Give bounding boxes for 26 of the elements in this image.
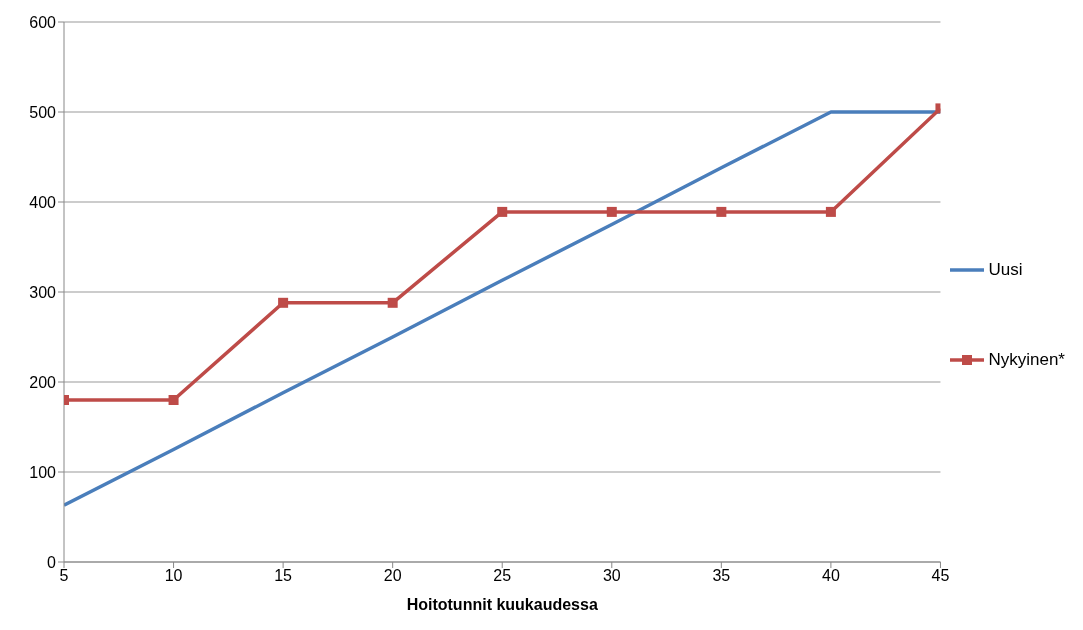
point — [497, 206, 508, 217]
x-tick-label: 20 — [383, 567, 402, 585]
x-tick-label: 40 — [822, 567, 840, 585]
point — [825, 206, 836, 217]
x-tick-label: 30 — [602, 567, 621, 585]
x-tick-label: 45 — [931, 567, 950, 585]
x-tick-label: 10 — [164, 567, 183, 585]
point — [716, 206, 727, 217]
y-tick-label: 400 — [29, 193, 57, 211]
legend-label: Nykyinen* — [988, 350, 1065, 370]
x-tick-label: 5 — [59, 567, 69, 585]
x-axis-title: Hoitotunnit kuukaudessa — [406, 596, 598, 613]
point — [278, 297, 289, 308]
y-tick-label: 0 — [47, 553, 57, 571]
x-tick-label: 25 — [493, 567, 512, 585]
x-tick-label: 35 — [712, 567, 731, 585]
y-tick-label: 300 — [29, 283, 57, 301]
point — [387, 297, 398, 308]
x-tick-label: 15 — [274, 567, 293, 585]
y-tick-label: 600 — [29, 13, 57, 31]
point — [168, 395, 179, 405]
legend-label: Uusi — [988, 260, 1023, 280]
y-tick-label: 200 — [29, 373, 57, 391]
y-tick-label: 500 — [29, 103, 57, 121]
point — [606, 206, 617, 217]
y-tick-label: 100 — [29, 463, 57, 481]
